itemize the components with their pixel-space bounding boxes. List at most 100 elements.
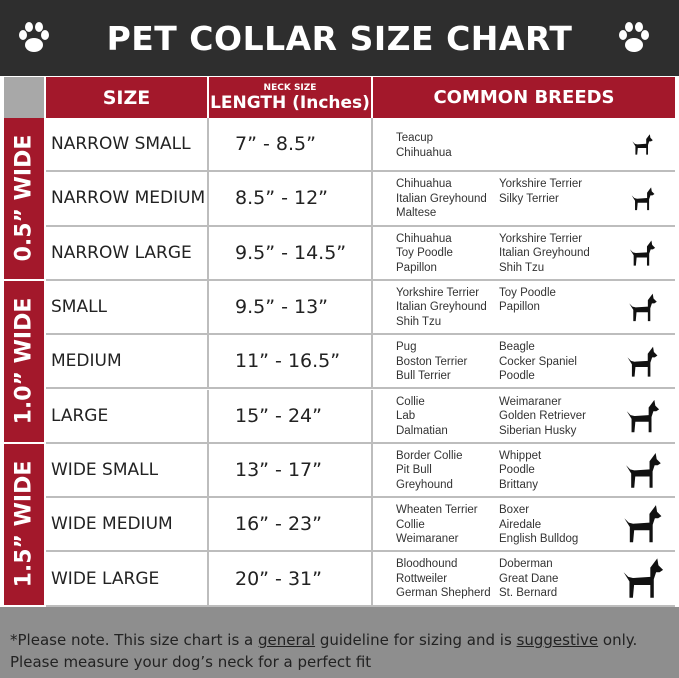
breed: Shih Tzu xyxy=(396,315,442,328)
breed-column: Chihuahua Italian Greyhound Maltese xyxy=(396,177,506,221)
breed-column: Bloodhound Rottweiler German Shepherd xyxy=(396,557,506,601)
dog-shape xyxy=(632,134,653,155)
length-cell: 15” - 24” xyxy=(209,389,373,444)
size-cell: NARROW MEDIUM xyxy=(46,172,209,227)
dog-icon xyxy=(624,505,662,543)
breed: Beagle xyxy=(499,341,535,354)
breed-column: Yorkshire Terrier Italian Greyhound Shih T… xyxy=(396,286,506,330)
breed: Boston Terrier xyxy=(396,355,468,368)
dog-icon xyxy=(625,452,661,488)
breed: Pit Bull xyxy=(396,464,432,477)
breed: Whippet xyxy=(499,449,542,462)
dog-shape xyxy=(623,558,663,599)
breed: Cocker Spaniel xyxy=(499,355,577,368)
footer-text: *Please note. This size chart is a xyxy=(10,631,259,649)
dog-shape xyxy=(631,187,655,211)
footer-text: suggestive xyxy=(516,631,599,649)
header-text: COMMON BREEDS xyxy=(433,87,615,108)
dog-icon xyxy=(629,293,657,321)
breed: Airedale xyxy=(499,518,542,531)
breed: Doberman xyxy=(499,558,553,571)
breed: Weimaraner xyxy=(499,395,562,408)
breed-column: Teacup Chihuahua xyxy=(396,131,506,160)
size-cell: NARROW SMALL xyxy=(46,118,209,173)
dog-shape xyxy=(625,452,661,488)
length-cell: 11” - 16.5” xyxy=(209,335,373,390)
breed: Poodle xyxy=(499,370,535,383)
title: PET COLLAR SIZE CHART xyxy=(106,18,573,58)
title-bar xyxy=(0,0,679,76)
breeds-cell xyxy=(373,498,675,553)
breed: Chihuahua xyxy=(396,178,452,191)
breed-column: Whippet Poodle Brittany xyxy=(499,449,609,493)
breed: Great Dane xyxy=(499,572,559,585)
group-label: 1.0” WIDE xyxy=(11,297,37,425)
dog-shape xyxy=(626,399,660,432)
length-cell: 7” - 8.5” xyxy=(209,118,373,173)
size-cell: WIDE LARGE xyxy=(46,552,209,607)
breed: Shih Tzu xyxy=(499,261,545,274)
length-cell: 9.5” - 13” xyxy=(209,280,373,336)
breed: Yorkshire Terrier xyxy=(499,232,583,245)
breeds-cell xyxy=(373,390,675,444)
breed-column: Boxer Airedale English Bulldog xyxy=(499,503,609,547)
breed: Yorkshire Terrier xyxy=(396,286,480,299)
header-text: LENGTH (Inches) xyxy=(210,92,370,113)
breed: Maltese xyxy=(396,207,437,220)
breed: German Shepherd xyxy=(396,587,491,600)
breed: Pug xyxy=(396,341,417,354)
size-cell: WIDE SMALL xyxy=(46,443,209,499)
breeds-header: COMMON BREEDS xyxy=(373,77,675,118)
footer-text: general xyxy=(258,631,316,649)
dog-shape xyxy=(624,505,662,543)
size-header: SIZE xyxy=(46,77,209,118)
length-cell: 9.5” - 14.5” xyxy=(209,226,373,281)
dog-icon xyxy=(623,558,663,599)
breed: Brittany xyxy=(499,478,538,491)
size-cell: MEDIUM xyxy=(46,335,209,390)
breed: Italian Greyhound xyxy=(396,301,487,314)
breed: Chihuahua xyxy=(396,232,452,245)
breed: Italian Greyhound xyxy=(396,192,487,205)
breed: Silky Terrier xyxy=(499,192,559,205)
breed: Bloodhound xyxy=(396,558,458,571)
breed-column: Yorkshire Terrier Silky Terrier xyxy=(499,177,609,206)
breed: Poodle xyxy=(499,464,535,477)
breed: Dalmatian xyxy=(396,424,448,437)
width-group: 1.5” WIDE xyxy=(4,443,44,607)
length-cell: 8.5” - 12” xyxy=(209,172,373,227)
breed-column: Beagle Cocker Spaniel Poodle xyxy=(499,340,609,384)
size-cell: WIDE MEDIUM xyxy=(46,498,209,553)
breed-column: Toy Poodle Papillon xyxy=(499,286,609,315)
breed: Collie xyxy=(396,395,425,408)
breeds-cell xyxy=(373,172,675,227)
group-label: 0.5” WIDE xyxy=(11,135,37,262)
breed: Yorkshire Terrier xyxy=(499,178,583,191)
breeds-cell xyxy=(373,227,675,281)
breed-column: Yorkshire Terrier Italian Greyhound Shih T… xyxy=(499,232,609,276)
breed: Boxer xyxy=(499,504,530,517)
breed: Wheaten Terrier xyxy=(396,504,478,517)
breed: Papillon xyxy=(396,261,437,274)
paw-icon xyxy=(19,22,49,52)
breed-column: Pug Boston Terrier Bull Terrier xyxy=(396,340,506,384)
breed: Teacup xyxy=(396,132,434,144)
breed: Toy Poodle xyxy=(396,247,453,260)
breeds-cell xyxy=(373,444,675,499)
breed-column: Chihuahua Toy Poodle Papillon xyxy=(396,232,506,276)
breed: Golden Retriever xyxy=(499,410,586,422)
breed-column: Border Collie Pit Bull Greyhound xyxy=(396,449,506,493)
breeds-cell xyxy=(373,552,675,607)
breed-column: Collie Lab Dalmatian xyxy=(396,395,506,439)
breeds-cell xyxy=(373,118,675,173)
dog-shape xyxy=(629,293,657,321)
breed: English Bulldog xyxy=(499,533,579,546)
length-cell: 16” - 23” xyxy=(209,498,373,553)
breeds-cell xyxy=(373,335,675,390)
breed: Lab xyxy=(396,410,416,422)
breed: Rottweiler xyxy=(396,572,448,585)
breed-column: Doberman Great Dane St. Bernard xyxy=(499,557,609,601)
dog-icon xyxy=(631,187,655,211)
dog-icon xyxy=(627,346,658,377)
